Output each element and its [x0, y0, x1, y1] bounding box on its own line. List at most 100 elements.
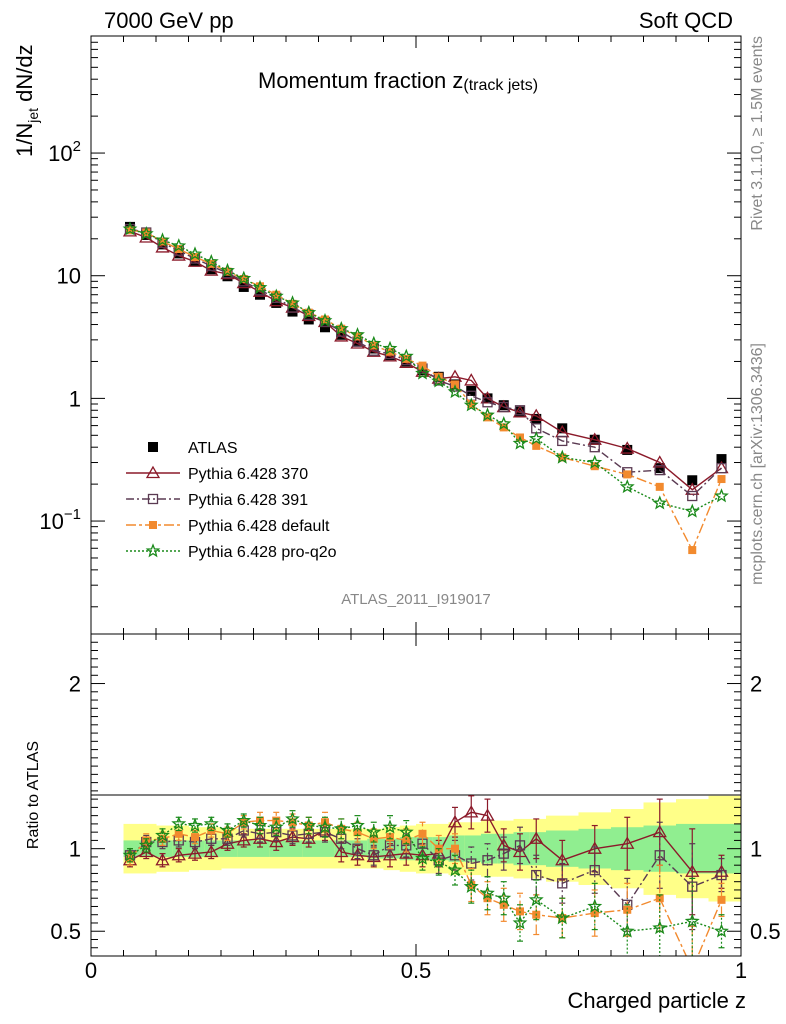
- legend-label-2: Pythia 6.428 391: [188, 492, 308, 509]
- legend-label-3: Pythia 6.428 default: [188, 518, 330, 535]
- series-point-3-13: [337, 324, 346, 333]
- ratio-point-3-17: [398, 824, 414, 839]
- ratio-point-0-13: [334, 844, 349, 858]
- series-point-4-21: [463, 397, 479, 412]
- main-y-tick-exp: −1: [64, 506, 81, 523]
- ratio-point-3-11: [301, 817, 317, 832]
- main-y-tick-base: 10: [48, 141, 72, 166]
- series-point-2-26: [557, 435, 568, 447]
- main-y-tick-base: 10: [57, 264, 81, 289]
- ratio-point-3-15: [366, 824, 382, 839]
- ratio-x-tick-label: 0: [85, 958, 97, 983]
- series-point-1-24: [512, 404, 528, 418]
- ratio-point-0-14: [350, 847, 365, 861]
- ratio-point-1-29: [654, 850, 665, 861]
- mcplots-label: mcplots.cern.ch [arXiv:1306.3436]: [749, 343, 766, 585]
- ratio-y-tick-label-left: 2: [69, 672, 81, 697]
- series-point-0-28: [622, 444, 633, 455]
- legend-entry-0: ATLAS: [148, 440, 238, 457]
- legend: ATLAS Pythia 6.428 370 Pythia 6.428 391 Pyt…: [126, 440, 337, 561]
- ratio-point-0-18: [415, 847, 430, 861]
- ratio-point-2-17: [402, 836, 411, 845]
- ratio-point-2-14: [353, 828, 362, 837]
- ratio-point-3-6: [220, 822, 235, 837]
- series-point-4-26: [554, 449, 570, 464]
- series-point-0-14: [352, 336, 363, 347]
- ratio-point-3-0: [122, 847, 138, 862]
- series-point-4-31: [714, 488, 729, 503]
- series-point-4-27: [587, 454, 603, 469]
- legend-marker-1: [145, 465, 161, 479]
- ratio-axis-ticks: 0 0.5 10.5 0.51 12 2: [50, 633, 781, 983]
- ratio-band-inner: [269, 840, 287, 857]
- series-point-4-9: [268, 288, 284, 303]
- ratio-point-3-29: [652, 920, 668, 935]
- main-y-tick-exp: 2: [73, 138, 81, 155]
- series-point-4-3: [171, 238, 187, 253]
- ratio-point-0-5: [204, 844, 219, 858]
- ratio-point-0-16: [382, 847, 398, 861]
- ratio-point-0-4: [187, 846, 203, 859]
- series-point-3-25: [532, 441, 541, 450]
- ratio-point-2-20: [451, 844, 459, 853]
- ratio-point-3-31: [714, 923, 729, 938]
- series-point-3-1: [142, 228, 151, 237]
- ratio-point-3-1: [138, 837, 154, 852]
- ratio-point-1-14: [352, 843, 363, 854]
- ratio-point-2-22: [483, 894, 492, 903]
- series-point-3-2: [158, 237, 167, 246]
- series-point-0-13: [336, 329, 347, 340]
- legend-marker-3: [149, 521, 157, 529]
- legend-marker-2: [147, 493, 159, 505]
- series-point-4-1: [138, 225, 154, 241]
- series-point-4-11: [301, 304, 317, 319]
- series-point-0-7: [238, 281, 249, 292]
- ratio-panel: 0 0.5 10.5 0.51 12 2 Ratio to ATLAS Charged p…: [25, 633, 781, 1013]
- series-point-3-29: [655, 482, 664, 491]
- series-point-4-13: [333, 320, 349, 335]
- legend-label-0: ATLAS: [188, 440, 238, 457]
- series-point-0-18: [417, 365, 428, 376]
- ratio-point-3-24: [512, 915, 528, 930]
- ratio-point-0-9: [269, 834, 284, 848]
- ratio-y-tick-label-left: 0.5: [50, 919, 81, 944]
- main-data-marks: [122, 221, 729, 555]
- ratio-point-3-13: [333, 821, 349, 836]
- legend-label-4: Pythia 6.428 pro-q2o: [188, 544, 337, 561]
- ratio-y-tick-label-right: 1: [750, 837, 762, 862]
- ratio-point-0-22: [480, 808, 495, 821]
- series-point-4-15: [366, 335, 382, 350]
- ratio-point-0-21: [464, 805, 479, 818]
- series-point-4-0: [122, 221, 138, 236]
- series-point-3-14: [353, 332, 362, 341]
- series-point-1-29: [652, 455, 667, 468]
- ratio-point-3-10: [285, 811, 300, 826]
- ratio-point-0-1: [139, 844, 154, 858]
- ratio-point-0-3: [171, 847, 186, 861]
- series-point-4-24: [512, 435, 528, 450]
- series-point-3-28: [623, 470, 632, 479]
- series-point-0-29: [654, 463, 665, 474]
- series-point-3-23: [499, 423, 508, 432]
- series-point-3-9: [272, 290, 281, 299]
- series-point-0-30: [687, 475, 698, 486]
- series-point-0-25: [531, 413, 542, 424]
- legend-marker-0: [148, 442, 158, 452]
- series-point-2-30: [687, 490, 698, 502]
- ratio-point-2-3: [174, 829, 183, 838]
- series-point-3-31: [717, 475, 726, 484]
- ratio-x-tick-label: 1: [735, 958, 747, 983]
- series-point-4-8: [252, 279, 268, 294]
- analysis-id-label: ATLAS_2011_I919017: [341, 591, 491, 608]
- process-label: Soft QCD: [639, 8, 733, 33]
- series-point-4-7: [236, 270, 252, 285]
- ratio-point-2-26: [558, 914, 567, 923]
- main-ylabel-text: 1/N: [12, 123, 37, 157]
- ratio-point-0-20: [447, 814, 463, 828]
- main-y-tick-base: 1: [69, 386, 81, 411]
- main-y-tick-label: 10: [57, 264, 81, 289]
- legend-label-1: Pythia 6.428 370: [188, 466, 308, 483]
- legend-entry-1: Pythia 6.428 370: [126, 465, 308, 483]
- ratio-x-tick-label: 0.5: [401, 958, 432, 983]
